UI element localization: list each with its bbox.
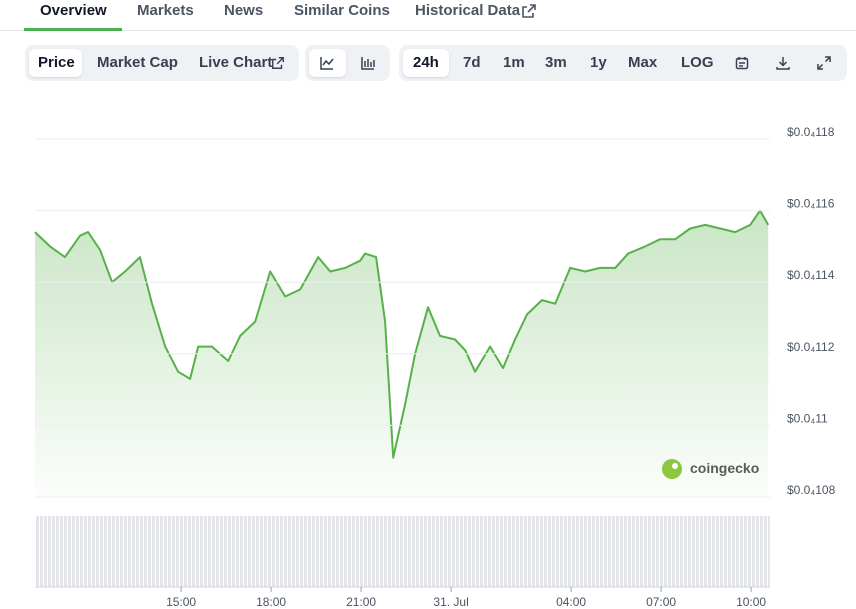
log-button[interactable]: LOG (681, 54, 714, 71)
tab[interactable]: Overview (40, 2, 107, 19)
x-tick-label: 10:00 (736, 595, 766, 609)
range-button[interactable]: 1m (503, 54, 525, 71)
line-chart-icon[interactable] (319, 55, 335, 71)
x-tick-label: 04:00 (556, 595, 586, 609)
view-button[interactable]: Market Cap (97, 54, 178, 71)
y-tick-label: $0.0₄114 (787, 268, 835, 282)
range-button[interactable]: 24h (413, 54, 439, 71)
calendar-icon[interactable] (734, 55, 750, 71)
range-button[interactable]: 3m (545, 54, 567, 71)
view-button[interactable]: Live Chart (199, 54, 273, 71)
external-link-icon (522, 4, 536, 18)
y-tick-label: $0.0₄112 (787, 340, 835, 354)
range-button[interactable]: 7d (463, 54, 481, 71)
y-tick-label: $0.0₄108 (787, 483, 836, 497)
x-tick-label: 07:00 (646, 595, 676, 609)
range-group (399, 45, 847, 81)
active-tab-underline (24, 28, 122, 31)
fullscreen-icon[interactable] (816, 55, 832, 71)
x-tick-label: 21:00 (346, 595, 376, 609)
external-link-icon (272, 57, 284, 69)
x-tick-label: 18:00 (256, 595, 286, 609)
tab-divider (0, 30, 856, 31)
range-button[interactable]: Max (628, 54, 658, 71)
y-tick-label: $0.0₄118 (787, 125, 835, 139)
watermark-logo (662, 459, 682, 479)
download-icon[interactable] (775, 55, 791, 71)
view-button[interactable]: Price (38, 54, 75, 71)
tab[interactable]: Historical Data (415, 2, 521, 19)
y-tick-label: $0.0₄11 (787, 411, 828, 425)
candle-chart-icon[interactable] (360, 55, 376, 71)
tab[interactable]: Similar Coins (294, 2, 390, 19)
tab[interactable]: Markets (137, 2, 194, 19)
x-tick-label: 15:00 (166, 595, 196, 609)
watermark-logo-eye (672, 463, 678, 469)
watermark: coingecko (690, 460, 759, 476)
range-button[interactable]: 1y (590, 54, 607, 71)
tab[interactable]: News (224, 2, 264, 19)
y-tick-label: $0.0₄116 (787, 197, 835, 211)
price-line (34, 209, 770, 459)
selected-view (29, 49, 82, 77)
x-tick-label: 31. Jul (433, 595, 468, 609)
volume-band (35, 516, 770, 587)
selected-range (403, 49, 449, 77)
